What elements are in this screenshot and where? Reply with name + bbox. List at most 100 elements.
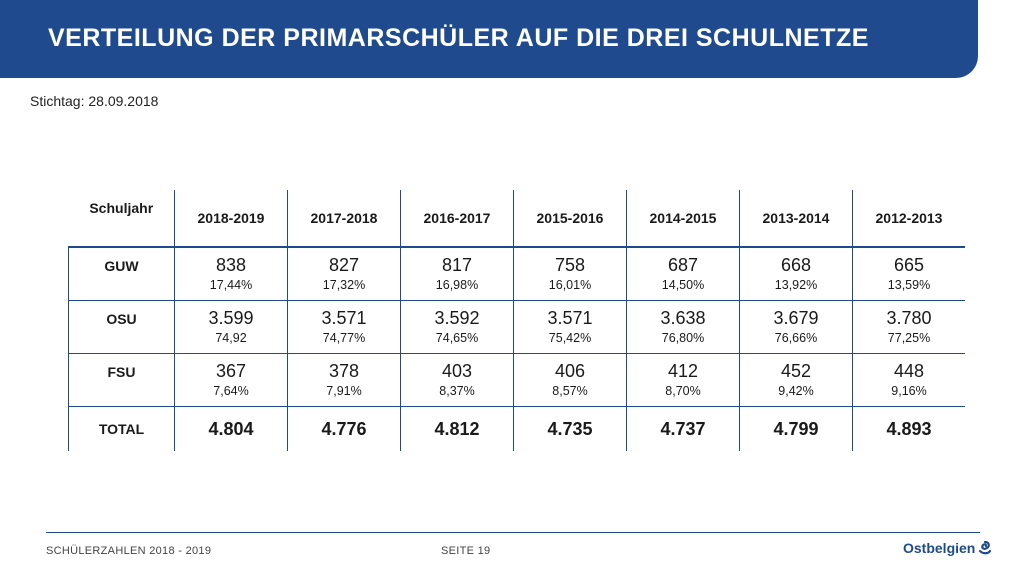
reference-date: Stichtag: 28.09.2018 — [30, 93, 159, 109]
share-percent: 76,80% — [661, 331, 705, 345]
page-number: SEITE 19 — [441, 545, 491, 557]
share-percent: 13,59% — [887, 278, 931, 292]
year-header: 2017-2018 — [287, 190, 401, 248]
share-percent: 74,92 — [215, 331, 247, 345]
total-cell: 4.804 — [174, 406, 288, 451]
data-cell: 3.679 76,66% — [739, 300, 853, 354]
data-cell: 448 9,16% — [852, 353, 965, 407]
student-count: 3.780 — [886, 308, 932, 328]
student-count: 3.571 — [547, 308, 593, 328]
total-label: TOTAL — [68, 406, 175, 451]
data-cell: 3.599 74,92 — [174, 300, 288, 354]
student-count: 668 — [780, 255, 812, 275]
share-percent: 75,42% — [548, 331, 592, 345]
data-cell: 452 9,42% — [739, 353, 853, 407]
footer-document-title: SCHÜLERZAHLEN 2018 - 2019 — [46, 545, 212, 557]
student-count: 452 — [780, 361, 812, 381]
student-count: 378 — [328, 361, 360, 381]
data-cell: 817 16,98% — [400, 247, 514, 301]
data-cell: 3.638 76,80% — [626, 300, 740, 354]
student-count: 817 — [441, 255, 473, 275]
total-count: 4.799 — [773, 418, 819, 439]
title-banner: VERTEILUNG DER PRIMARSCHÜLER AUF DIE DRE… — [0, 0, 978, 78]
student-count: 403 — [441, 361, 473, 381]
total-row: TOTAL 4.804 4.776 4.812 4.735 4.737 4.799 4.893 — [68, 406, 965, 451]
logo-swirl-icon — [979, 540, 992, 555]
share-percent: 9,42% — [778, 384, 814, 398]
total-cell: 4.812 — [400, 406, 514, 451]
share-percent: 14,50% — [661, 278, 705, 292]
year-header: 2014-2015 — [626, 190, 740, 248]
share-percent: 16,98% — [435, 278, 479, 292]
footer-divider — [46, 532, 980, 533]
student-count: 3.592 — [434, 308, 480, 328]
data-cell: 3.571 74,77% — [287, 300, 401, 354]
share-percent: 76,66% — [774, 331, 818, 345]
share-percent: 13,92% — [774, 278, 818, 292]
student-count: 3.599 — [208, 308, 254, 328]
year-header: 2012-2013 — [852, 190, 965, 248]
student-count: 367 — [215, 361, 247, 381]
share-percent: 7,91% — [326, 384, 362, 398]
student-count: 838 — [215, 255, 247, 275]
data-cell: 838 17,44% — [174, 247, 288, 301]
logo-wordmark: Ostbelgien — [903, 540, 976, 556]
total-cell: 4.799 — [739, 406, 853, 451]
year-header: 2016-2017 — [400, 190, 514, 248]
total-count: 4.893 — [886, 418, 932, 439]
share-percent: 8,57% — [552, 384, 588, 398]
total-cell: 4.735 — [513, 406, 627, 451]
student-count: 827 — [328, 255, 360, 275]
data-cell: 3.780 77,25% — [852, 300, 965, 354]
total-count: 4.737 — [660, 418, 706, 439]
data-cell: 687 14,50% — [626, 247, 740, 301]
student-count: 758 — [554, 255, 586, 275]
total-cell: 4.776 — [287, 406, 401, 451]
student-count: 412 — [667, 361, 699, 381]
data-cell: 668 13,92% — [739, 247, 853, 301]
corner-label: Schuljahr — [68, 190, 175, 248]
table-header-row: Schuljahr 2018-2019 2017-2018 2016-2017 … — [68, 190, 965, 248]
table-row: OSU 3.599 74,92 3.571 74,77% 3.592 74,65% 3.571… — [68, 300, 965, 354]
share-percent: 9,16% — [891, 384, 927, 398]
school-distribution-table: Schuljahr 2018-2019 2017-2018 2016-2017 … — [68, 190, 965, 451]
student-count: 665 — [893, 255, 925, 275]
total-count: 4.735 — [547, 418, 593, 439]
share-percent: 17,32% — [322, 278, 366, 292]
share-percent: 17,44% — [209, 278, 253, 292]
student-count: 3.571 — [321, 308, 367, 328]
row-label: GUW — [68, 247, 175, 301]
data-cell: 827 17,32% — [287, 247, 401, 301]
total-count: 4.812 — [434, 418, 480, 439]
data-cell: 412 8,70% — [626, 353, 740, 407]
data-cell: 758 16,01% — [513, 247, 627, 301]
year-header: 2015-2016 — [513, 190, 627, 248]
share-percent: 8,70% — [665, 384, 701, 398]
ostbelgien-logo: Ostbelgien — [903, 540, 992, 556]
row-label: FSU — [68, 353, 175, 407]
data-cell: 403 8,37% — [400, 353, 514, 407]
year-header: 2013-2014 — [739, 190, 853, 248]
table-row: GUW 838 17,44% 827 17,32% 817 16,98% 758 16,01% 6… — [68, 247, 965, 301]
student-count: 3.638 — [660, 308, 706, 328]
share-percent: 7,64% — [213, 384, 249, 398]
year-header: 2018-2019 — [174, 190, 288, 248]
student-count: 406 — [554, 361, 586, 381]
data-cell: 378 7,91% — [287, 353, 401, 407]
student-count: 448 — [893, 361, 925, 381]
total-count: 4.804 — [208, 418, 254, 439]
total-count: 4.776 — [321, 418, 367, 439]
share-percent: 16,01% — [548, 278, 592, 292]
total-cell: 4.893 — [852, 406, 965, 451]
table-row: FSU 367 7,64% 378 7,91% 403 8,37% 406 8,57% 412 8,… — [68, 353, 965, 407]
share-percent: 74,77% — [322, 331, 366, 345]
data-cell: 367 7,64% — [174, 353, 288, 407]
share-percent: 74,65% — [435, 331, 479, 345]
student-count: 687 — [667, 255, 699, 275]
total-cell: 4.737 — [626, 406, 740, 451]
data-cell: 3.571 75,42% — [513, 300, 627, 354]
share-percent: 8,37% — [439, 384, 475, 398]
page-title: VERTEILUNG DER PRIMARSCHÜLER AUF DIE DRE… — [48, 24, 869, 52]
student-count: 3.679 — [773, 308, 819, 328]
data-cell: 665 13,59% — [852, 247, 965, 301]
